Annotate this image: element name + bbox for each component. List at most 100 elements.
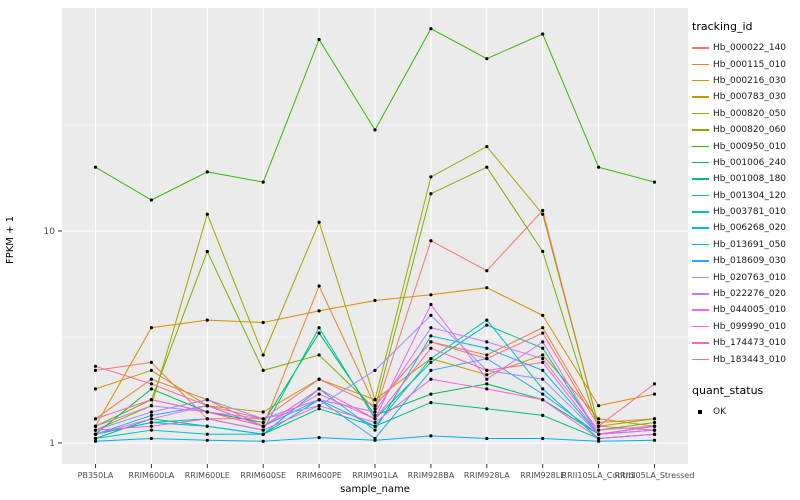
x-tick-label: RRIM928LE bbox=[520, 471, 565, 480]
data-point bbox=[541, 360, 545, 364]
legend-item-Hb_183443_010: Hb_183443_010 bbox=[692, 351, 798, 367]
x-tick-label: RRII105LA_Stressed bbox=[615, 471, 695, 480]
legend-item-Hb_000022_140: Hb_000022_140 bbox=[692, 40, 798, 56]
data-point bbox=[597, 439, 601, 443]
legend-label: Hb_000783_030 bbox=[713, 92, 787, 103]
data-point bbox=[429, 302, 433, 307]
data-point bbox=[541, 413, 545, 417]
legend-key-line-icon bbox=[692, 107, 709, 121]
data-point bbox=[149, 387, 153, 391]
data-point bbox=[317, 326, 321, 330]
legend-key-line-icon bbox=[692, 336, 709, 350]
data-point bbox=[541, 436, 545, 441]
data-point bbox=[205, 438, 209, 442]
data-point bbox=[93, 424, 98, 428]
data-point bbox=[261, 180, 265, 184]
legend: tracking_id Hb_000022_140 Hb_000115_010 Hb… bbox=[692, 20, 798, 420]
x-tick-label: RRIM600SE bbox=[240, 471, 286, 480]
data-point bbox=[205, 249, 209, 254]
data-point bbox=[597, 436, 601, 441]
data-point bbox=[205, 417, 209, 421]
data-point bbox=[373, 413, 377, 417]
data-point bbox=[149, 424, 153, 428]
data-point bbox=[429, 340, 433, 344]
data-point bbox=[317, 387, 321, 391]
data-point bbox=[541, 331, 545, 335]
y-tick-label: 1 bbox=[49, 439, 55, 449]
legend-item-Hb_001006_240: Hb_001006_240 bbox=[692, 155, 798, 171]
data-point bbox=[373, 128, 377, 132]
data-point bbox=[149, 420, 153, 425]
data-point bbox=[93, 436, 98, 441]
data-point bbox=[317, 392, 321, 396]
data-point bbox=[205, 170, 209, 174]
ok-point-icon bbox=[692, 405, 709, 419]
data-point bbox=[149, 368, 153, 372]
legend-key-line-icon bbox=[692, 189, 709, 203]
data-point bbox=[317, 436, 321, 440]
data-point bbox=[429, 192, 433, 196]
x-tick-label: RRIM928LA bbox=[464, 471, 510, 480]
data-point bbox=[485, 377, 489, 381]
data-point bbox=[317, 309, 321, 313]
data-point bbox=[429, 239, 433, 243]
data-point bbox=[652, 382, 657, 386]
data-point bbox=[652, 392, 657, 396]
legend-label: Hb_022276_020 bbox=[713, 289, 787, 300]
data-point bbox=[597, 165, 601, 169]
data-point bbox=[261, 420, 265, 425]
x-tick-label: RRIM600PE bbox=[296, 471, 342, 480]
legend-key-line-icon bbox=[692, 221, 709, 235]
data-point bbox=[652, 420, 657, 425]
legend-label: Hb_000115_010 bbox=[713, 59, 787, 70]
legend-key-line-icon bbox=[692, 90, 709, 104]
data-point bbox=[541, 368, 545, 372]
data-point bbox=[485, 387, 489, 391]
data-point bbox=[652, 428, 657, 432]
data-point bbox=[149, 377, 153, 381]
data-point bbox=[205, 424, 209, 428]
data-point bbox=[541, 313, 545, 317]
data-point bbox=[149, 410, 153, 414]
data-point bbox=[205, 398, 209, 402]
data-point bbox=[429, 377, 433, 381]
legend-title-quant-status: quant_status bbox=[692, 383, 764, 397]
legend-key-line-icon bbox=[692, 123, 709, 137]
data-point bbox=[373, 428, 377, 432]
data-point bbox=[373, 420, 377, 425]
data-point bbox=[541, 377, 545, 381]
data-point bbox=[373, 404, 377, 408]
legend-item-Hb_001304_120: Hb_001304_120 bbox=[692, 188, 798, 204]
legend-label: Hb_020763_010 bbox=[713, 272, 787, 283]
data-point bbox=[429, 293, 433, 297]
data-point bbox=[261, 417, 265, 421]
data-point bbox=[261, 368, 265, 372]
x-tick-label: RRIM901LA bbox=[352, 471, 398, 480]
data-point bbox=[485, 353, 489, 357]
legend-key-line-icon bbox=[692, 353, 709, 367]
data-point bbox=[205, 432, 209, 436]
data-point bbox=[261, 424, 265, 428]
data-point bbox=[93, 364, 98, 368]
data-point bbox=[149, 436, 153, 441]
data-point bbox=[429, 346, 433, 350]
data-point bbox=[261, 428, 265, 432]
data-point bbox=[541, 392, 545, 396]
legend-label: Hb_000820_050 bbox=[713, 108, 787, 119]
data-point bbox=[317, 331, 321, 335]
data-point bbox=[149, 326, 153, 330]
data-point bbox=[597, 417, 601, 421]
data-point bbox=[149, 198, 153, 202]
legend-label: Hb_001008_180 bbox=[713, 174, 787, 185]
data-point bbox=[597, 432, 601, 436]
x-tick-label: RRIM928BA bbox=[408, 471, 455, 480]
data-point bbox=[652, 438, 657, 442]
data-point bbox=[597, 428, 601, 432]
data-point bbox=[373, 424, 377, 428]
data-point bbox=[485, 286, 489, 290]
data-point bbox=[317, 407, 321, 411]
data-point bbox=[429, 334, 433, 338]
data-point bbox=[485, 436, 489, 441]
legend-label: Hb_183443_010 bbox=[713, 354, 787, 365]
y-axis-title: FPKM + 1 bbox=[5, 216, 16, 264]
